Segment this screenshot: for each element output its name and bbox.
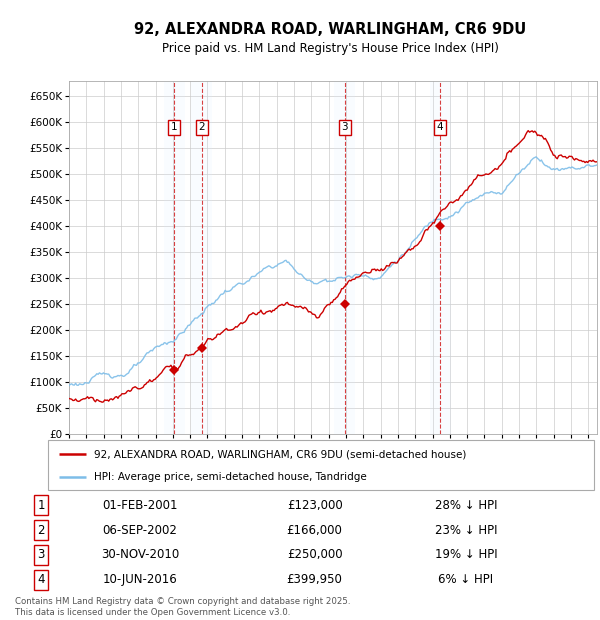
- Text: 2: 2: [199, 122, 205, 133]
- Text: 01-FEB-2001: 01-FEB-2001: [102, 499, 178, 511]
- Text: Contains HM Land Registry data © Crown copyright and database right 2025.: Contains HM Land Registry data © Crown c…: [15, 597, 350, 606]
- Text: 30-NOV-2010: 30-NOV-2010: [101, 549, 179, 561]
- Bar: [334, 81, 355, 434]
- Text: 4: 4: [437, 122, 443, 133]
- Text: £123,000: £123,000: [287, 499, 343, 511]
- Text: HPI: Average price, semi-detached house, Tandridge: HPI: Average price, semi-detached house,…: [94, 472, 367, 482]
- Text: 06-SEP-2002: 06-SEP-2002: [103, 524, 178, 536]
- Text: 19% ↓ HPI: 19% ↓ HPI: [434, 549, 497, 561]
- Text: £399,950: £399,950: [287, 574, 343, 586]
- FancyBboxPatch shape: [48, 440, 594, 490]
- Text: 1: 1: [37, 499, 45, 511]
- Text: 92, ALEXANDRA ROAD, WARLINGHAM, CR6 9DU (semi-detached house): 92, ALEXANDRA ROAD, WARLINGHAM, CR6 9DU …: [94, 449, 467, 459]
- Bar: [164, 81, 185, 434]
- Text: 3: 3: [37, 549, 45, 561]
- Text: £166,000: £166,000: [287, 524, 343, 536]
- Text: 10-JUN-2016: 10-JUN-2016: [103, 574, 178, 586]
- Text: 1: 1: [171, 122, 178, 133]
- Text: 92, ALEXANDRA ROAD, WARLINGHAM, CR6 9DU: 92, ALEXANDRA ROAD, WARLINGHAM, CR6 9DU: [134, 22, 526, 37]
- Text: 3: 3: [341, 122, 348, 133]
- Text: 23% ↓ HPI: 23% ↓ HPI: [435, 524, 497, 536]
- Bar: [191, 81, 212, 434]
- Bar: [430, 81, 451, 434]
- Text: Price paid vs. HM Land Registry's House Price Index (HPI): Price paid vs. HM Land Registry's House …: [161, 42, 499, 55]
- Text: £250,000: £250,000: [287, 549, 343, 561]
- Text: 2: 2: [37, 524, 45, 536]
- Text: 4: 4: [37, 574, 45, 586]
- Text: 28% ↓ HPI: 28% ↓ HPI: [435, 499, 497, 511]
- Text: This data is licensed under the Open Government Licence v3.0.: This data is licensed under the Open Gov…: [15, 608, 290, 617]
- Text: 6% ↓ HPI: 6% ↓ HPI: [439, 574, 494, 586]
